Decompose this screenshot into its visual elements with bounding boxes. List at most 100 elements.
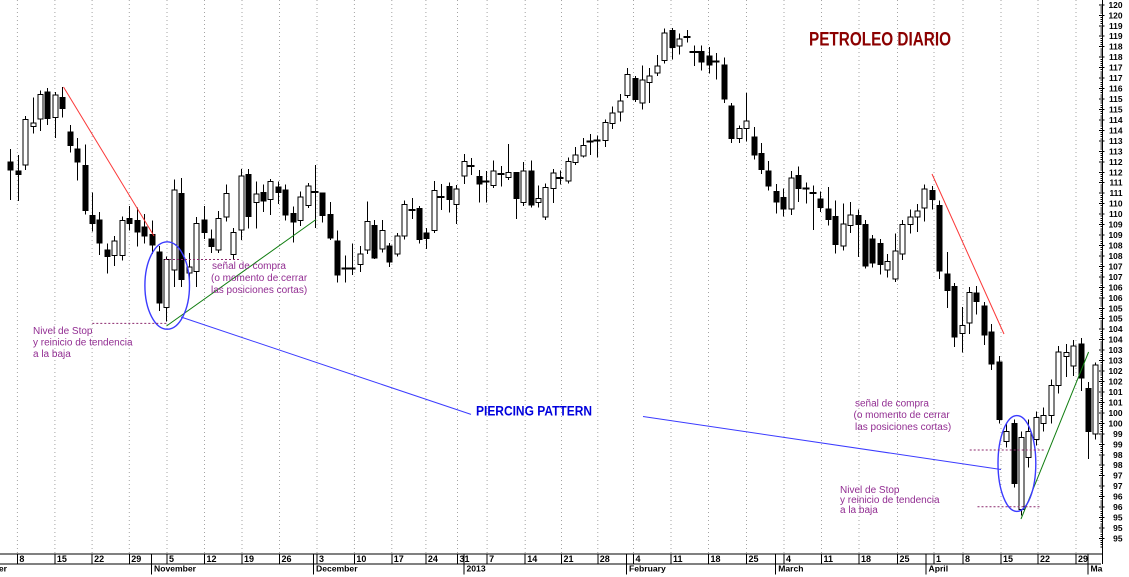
svg-text:April: April — [929, 564, 949, 574]
svg-text:108: 108 — [1109, 241, 1123, 251]
svg-text:señal de compra: señal de compra — [212, 261, 286, 272]
svg-text:103: 103 — [1109, 345, 1123, 355]
svg-text:99: 99 — [1113, 429, 1123, 439]
svg-text:4: 4 — [786, 554, 791, 564]
svg-text:25: 25 — [749, 554, 759, 564]
svg-text:2013: 2013 — [467, 564, 486, 574]
svg-text:a la baja: a la baja — [33, 349, 71, 360]
svg-text:PIERCING PATTERN: PIERCING PATTERN — [476, 404, 592, 419]
svg-text:8: 8 — [965, 554, 970, 564]
svg-text:97: 97 — [1113, 481, 1123, 491]
svg-text:106: 106 — [1109, 293, 1123, 303]
svg-text:104: 104 — [1109, 335, 1123, 345]
svg-text:March: March — [778, 564, 803, 574]
svg-text:29: 29 — [131, 554, 141, 564]
svg-text:101: 101 — [1109, 387, 1123, 397]
svg-text:120: 120 — [1109, 0, 1123, 10]
svg-text:113: 113 — [1109, 136, 1123, 146]
svg-text:14: 14 — [527, 554, 537, 564]
svg-text:21: 21 — [564, 554, 574, 564]
svg-text:112: 112 — [1109, 167, 1123, 177]
svg-text:101: 101 — [1109, 397, 1123, 407]
svg-text:y reinicio de tendencia: y reinicio de tendencia — [33, 338, 133, 349]
svg-text:25: 25 — [900, 554, 910, 564]
svg-text:96: 96 — [1113, 502, 1123, 512]
svg-text:November: November — [154, 564, 197, 574]
svg-text:112: 112 — [1109, 157, 1123, 167]
svg-text:a la baja: a la baja — [840, 505, 878, 516]
svg-text:115: 115 — [1109, 105, 1123, 115]
svg-text:22: 22 — [1040, 554, 1050, 564]
svg-text:110: 110 — [1109, 199, 1123, 209]
svg-text:y reinicio de tendencia: y reinicio de tendencia — [840, 495, 940, 506]
svg-text:115: 115 — [1109, 94, 1123, 104]
svg-text:Nivel de Stop: Nivel de Stop — [840, 485, 900, 496]
svg-text:114: 114 — [1109, 125, 1123, 135]
svg-text:103: 103 — [1109, 356, 1123, 366]
svg-text:119: 119 — [1109, 31, 1123, 41]
svg-text:111: 111 — [1109, 178, 1122, 188]
svg-text:98: 98 — [1113, 450, 1123, 460]
svg-text:17: 17 — [394, 554, 404, 564]
svg-text:29: 29 — [1078, 554, 1088, 564]
svg-text:119: 119 — [1109, 21, 1123, 31]
svg-text:10: 10 — [356, 554, 366, 564]
svg-text:October: October — [0, 564, 8, 574]
svg-text:114: 114 — [1109, 115, 1123, 125]
svg-text:96: 96 — [1113, 492, 1123, 502]
svg-text:PETROLEO DIARIO: PETROLEO DIARIO — [809, 30, 951, 51]
svg-text:(o momento de cerrar: (o momento de cerrar — [211, 273, 308, 284]
svg-text:116: 116 — [1109, 84, 1123, 94]
svg-text:15: 15 — [1003, 554, 1013, 564]
svg-text:111: 111 — [1109, 188, 1122, 198]
svg-text:109: 109 — [1109, 220, 1123, 230]
svg-text:100: 100 — [1109, 418, 1123, 428]
svg-text:118: 118 — [1109, 42, 1123, 52]
svg-text:104: 104 — [1109, 324, 1123, 334]
svg-text:107: 107 — [1109, 272, 1123, 282]
svg-text:15: 15 — [57, 554, 67, 564]
svg-text:102: 102 — [1109, 366, 1123, 376]
svg-text:19: 19 — [244, 554, 254, 564]
svg-text:4: 4 — [636, 554, 641, 564]
svg-text:26: 26 — [282, 554, 292, 564]
svg-text:110: 110 — [1109, 209, 1123, 219]
svg-text:117: 117 — [1109, 73, 1123, 83]
svg-text:109: 109 — [1109, 230, 1123, 240]
svg-text:99: 99 — [1113, 439, 1123, 449]
svg-text:24: 24 — [428, 554, 438, 564]
svg-text:7: 7 — [489, 554, 494, 564]
svg-text:February: February — [629, 564, 666, 574]
svg-text:18: 18 — [861, 554, 871, 564]
svg-text:105: 105 — [1109, 314, 1123, 324]
svg-text:95: 95 — [1113, 513, 1123, 523]
svg-text:105: 105 — [1109, 303, 1123, 313]
svg-text:18: 18 — [711, 554, 721, 564]
svg-text:102: 102 — [1109, 377, 1123, 387]
svg-text:11: 11 — [824, 554, 834, 564]
svg-text:3: 3 — [319, 554, 324, 564]
svg-text:12: 12 — [207, 554, 217, 564]
svg-text:5: 5 — [169, 554, 174, 564]
svg-text:las posiciones cortas): las posiciones cortas) — [211, 285, 307, 296]
svg-text:December: December — [316, 564, 358, 574]
svg-text:22: 22 — [94, 554, 104, 564]
svg-text:107: 107 — [1109, 261, 1123, 271]
svg-text:113: 113 — [1109, 146, 1123, 156]
svg-text:117: 117 — [1109, 63, 1123, 73]
svg-text:1: 1 — [936, 554, 941, 564]
svg-text:95: 95 — [1113, 523, 1123, 533]
svg-text:106: 106 — [1109, 282, 1123, 292]
svg-text:120: 120 — [1109, 10, 1123, 20]
svg-text:Ma: Ma — [1091, 564, 1103, 574]
svg-text:11: 11 — [673, 554, 683, 564]
svg-text:31: 31 — [460, 554, 470, 564]
svg-text:Nivel de Stop: Nivel de Stop — [33, 326, 93, 337]
svg-text:118: 118 — [1109, 52, 1123, 62]
svg-text:las posiciones cortas): las posiciones cortas) — [855, 422, 951, 433]
svg-text:28: 28 — [600, 554, 610, 564]
svg-text:(o momento de cerrar: (o momento de cerrar — [854, 410, 951, 421]
svg-text:señal de compra: señal de compra — [855, 399, 929, 410]
svg-text:97: 97 — [1113, 471, 1123, 481]
svg-text:95: 95 — [1113, 534, 1123, 544]
